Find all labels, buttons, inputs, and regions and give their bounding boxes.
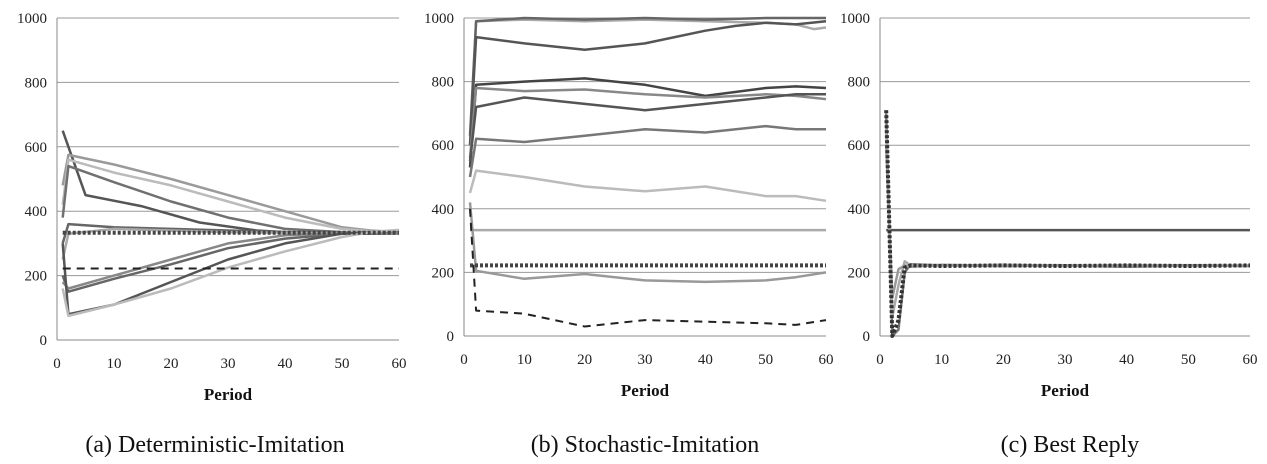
series-line [468,202,827,284]
x-tick-label: 40 [698,352,713,368]
y-tick-label: 400 [25,204,48,220]
y-tick-label: 400 [432,202,455,218]
x-tick-label: 10 [934,352,949,368]
x-tick-label: 0 [460,352,468,368]
y-tick-label: 200 [25,269,48,285]
y-tick-label: 0 [863,329,871,345]
chart-panel-1: 0 200 400 600 800 1000 0 10 20 30 40 50 60 Period (a) … [17,11,407,458]
series-line [468,93,826,162]
x-tick-label: 40 [1119,352,1134,368]
x-tick-label: 30 [221,356,236,372]
x-tick-label: 20 [577,352,592,368]
series-line [884,129,1251,319]
series-line [884,145,1251,300]
x-tick-label: 0 [53,356,61,372]
y-tick-label: 600 [848,138,871,154]
y-tick-label: 800 [25,75,48,91]
x-tick-label: 10 [107,356,122,372]
series-line [884,110,1251,338]
x-tick-label: 0 [876,352,884,368]
y-tick-label: 400 [848,202,871,218]
y-tick-label: 800 [848,75,871,91]
x-tick-label: 20 [164,356,179,372]
series-line [468,169,827,203]
x-axis-label: Period [621,381,670,400]
x-axis-label: Period [204,385,253,404]
y-tick-label: 1000 [17,11,47,27]
series-line [884,113,1251,338]
series-line [61,228,400,318]
chart-panel-2: 0 200 400 600 800 1000 0 10 20 30 40 50 60 Period (b) … [424,11,834,458]
x-tick-label: 60 [819,352,834,368]
series-line [468,124,826,178]
y-tick-label: 200 [848,265,871,281]
x-tick-label: 50 [758,352,773,368]
series-line [468,19,827,146]
x-tick-label: 60 [392,356,407,372]
x-tick-label: 30 [1058,352,1073,368]
panel-caption: (a) Deterministic-Imitation [85,432,344,458]
x-tick-label: 20 [996,352,1011,368]
series-line [468,77,827,168]
series-line [468,16,826,136]
y-tick-label: 600 [25,140,48,156]
y-tick-label: 200 [432,265,455,281]
y-tick-label: 1000 [840,11,870,27]
x-tick-label: 50 [335,356,350,372]
x-tick-label: 10 [517,352,532,368]
y-tick-label: 0 [447,329,455,345]
panel-caption: (b) Stochastic-Imitation [531,432,760,458]
panel-caption: (c) Best Reply [1001,432,1140,458]
series-line [61,158,400,235]
x-tick-label: 60 [1243,352,1258,368]
x-axis-label: Period [1041,381,1090,400]
x-tick-label: 50 [1181,352,1196,368]
y-tick-label: 800 [432,75,455,91]
y-tick-label: 600 [432,138,455,154]
y-tick-label: 1000 [424,11,454,27]
series-line [469,208,827,328]
y-tick-label: 0 [40,333,48,349]
series-line [61,153,400,234]
x-tick-label: 30 [638,352,653,368]
chart-panel-3: 0 200 400 600 800 1000 0 10 20 30 40 50 60 Period (c) … [840,11,1258,458]
x-tick-label: 40 [278,356,293,372]
